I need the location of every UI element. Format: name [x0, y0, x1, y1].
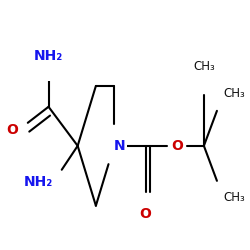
Text: CH₃: CH₃	[193, 60, 215, 73]
FancyBboxPatch shape	[139, 198, 152, 229]
FancyBboxPatch shape	[35, 50, 62, 81]
FancyBboxPatch shape	[223, 182, 250, 214]
FancyBboxPatch shape	[170, 130, 184, 162]
Text: CH₃: CH₃	[223, 192, 245, 204]
Text: O: O	[6, 123, 18, 137]
Text: CH₃: CH₃	[223, 87, 245, 100]
FancyBboxPatch shape	[27, 167, 54, 198]
Text: O: O	[171, 139, 183, 153]
FancyBboxPatch shape	[223, 78, 250, 110]
FancyBboxPatch shape	[190, 42, 217, 73]
FancyBboxPatch shape	[114, 130, 128, 162]
Text: NH₂: NH₂	[34, 50, 63, 64]
FancyBboxPatch shape	[5, 114, 18, 146]
Text: NH₂: NH₂	[24, 175, 54, 189]
Text: N: N	[114, 139, 126, 153]
Text: O: O	[140, 206, 151, 220]
